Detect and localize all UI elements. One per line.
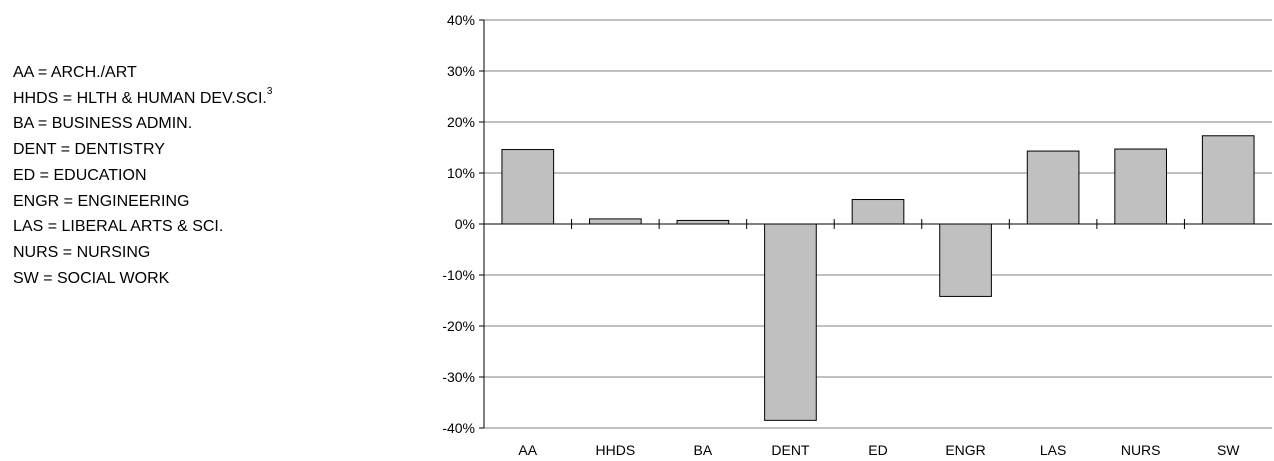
y-tick-label: 10% xyxy=(447,165,475,181)
legend-item-engr: ENGR = ENGINEERING xyxy=(13,192,190,210)
y-tick-label: 0% xyxy=(455,216,475,232)
bar-engr xyxy=(939,223,992,297)
legend-item-sw: SW = SOCIAL WORK xyxy=(13,269,170,287)
bar-dent xyxy=(764,223,817,421)
x-tick-label: LAS xyxy=(1040,442,1066,458)
legend-item-ba: BA = BUSINESS ADMIN. xyxy=(13,115,193,133)
legend-item-hhds: HHDS = HLTH & HUMAN DEV.SCI.3 xyxy=(13,86,273,107)
bar-sw xyxy=(1201,135,1255,225)
y-tick-label: -30% xyxy=(442,369,475,385)
y-tick-label: 30% xyxy=(447,63,475,79)
x-tick-label: SW xyxy=(1217,442,1240,458)
axes xyxy=(479,19,1272,429)
x-tick-label: AA xyxy=(518,442,537,458)
tick-labels: 40% 30% 20% 10% 0% -10% -20% -30% -40% AA HHDS BA DE… xyxy=(442,12,1240,458)
gridlines xyxy=(484,19,1272,429)
x-tick-label: BA xyxy=(694,442,713,458)
category-legend: AA = ARCH./ART HHDS = HLTH & HUMAN DEV.S… xyxy=(13,60,272,291)
legend-item-dent: DENT = DENTISTRY xyxy=(13,141,165,159)
legend-item-ed: ED = EDUCATION xyxy=(13,166,147,184)
bar-ed xyxy=(851,199,905,225)
x-tick-label: HHDS xyxy=(595,442,635,458)
x-tick-label: DENT xyxy=(771,442,810,458)
legend-item-nurs: NURS = NURSING xyxy=(13,243,151,261)
bar-aa xyxy=(501,149,555,225)
y-tick-label: -10% xyxy=(442,267,475,283)
x-tick-label: ENGR xyxy=(945,442,985,458)
bar-hhds xyxy=(589,218,642,225)
y-tick-label: -40% xyxy=(442,420,475,436)
bar-nurs xyxy=(1114,148,1167,225)
x-tick-label: NURS xyxy=(1121,442,1161,458)
legend-item-las: LAS = LIBERAL ARTS & SCI. xyxy=(13,218,224,236)
footnote-marker: 3 xyxy=(266,86,273,98)
bars xyxy=(501,135,1255,421)
legend-item-aa: AA = ARCH./ART xyxy=(13,64,137,81)
y-tick-label: 20% xyxy=(447,114,475,130)
x-tick-label: ED xyxy=(868,442,887,458)
y-tick-label: 40% xyxy=(447,12,475,28)
bar-ba xyxy=(676,219,730,225)
bar-las xyxy=(1026,150,1080,225)
y-tick-label: -20% xyxy=(442,318,475,334)
